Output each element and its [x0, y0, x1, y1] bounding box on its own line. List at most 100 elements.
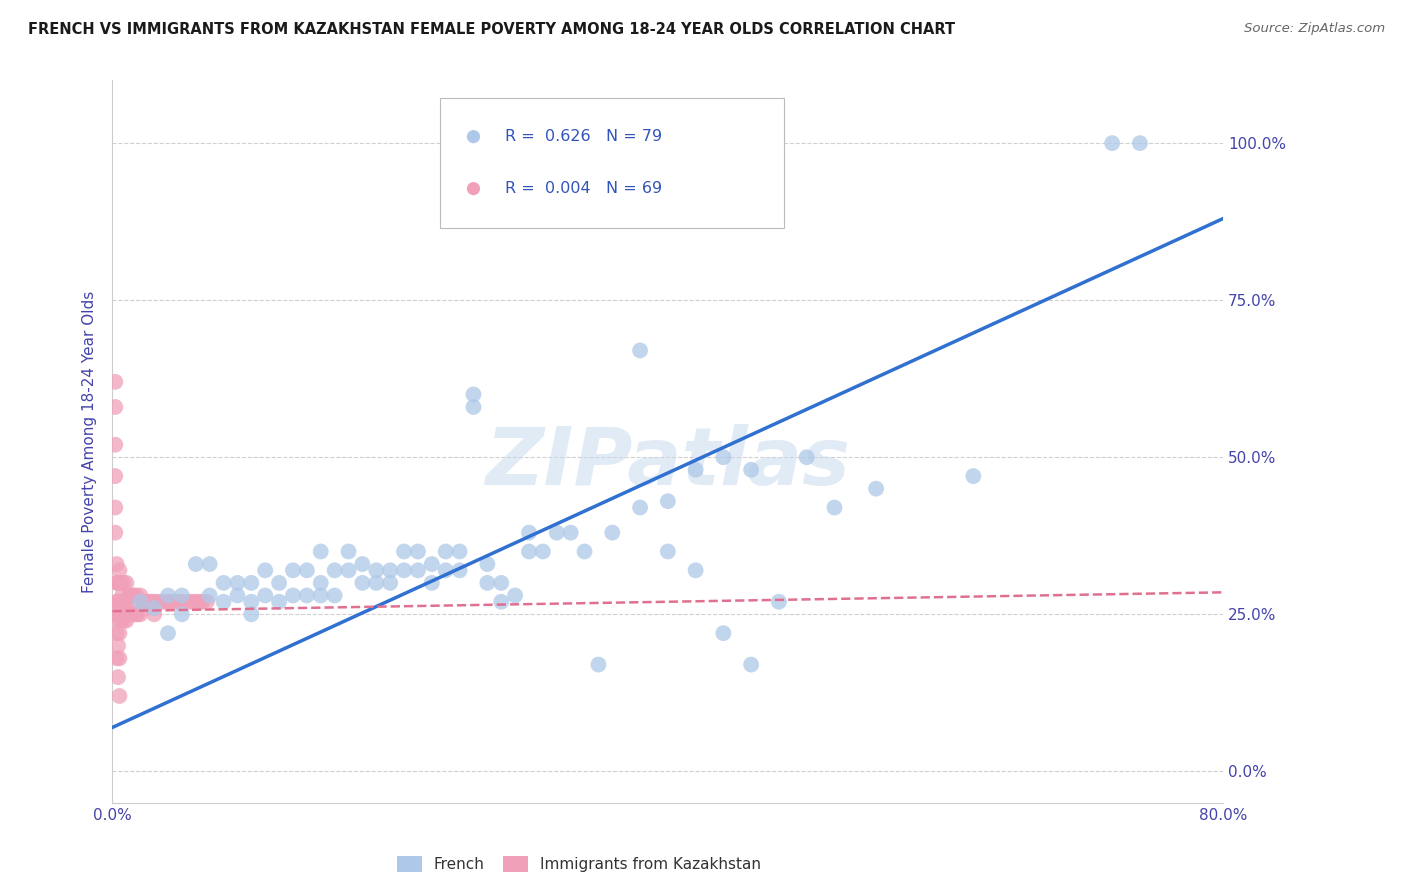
Point	[546, 525, 568, 540]
Point	[796, 450, 818, 465]
Point	[127, 607, 149, 622]
Point	[112, 595, 135, 609]
Point	[115, 575, 138, 590]
Point	[240, 575, 263, 590]
Point	[170, 595, 193, 609]
Point	[768, 595, 790, 609]
Point	[588, 657, 610, 672]
Point	[139, 595, 162, 609]
Legend: French, Immigrants from Kazakhstan: French, Immigrants from Kazakhstan	[391, 850, 766, 879]
Point	[125, 589, 148, 603]
Point	[309, 544, 332, 558]
Point	[713, 450, 735, 465]
Point	[104, 400, 127, 414]
Point	[267, 575, 291, 590]
Text: R =  0.004   N = 69: R = 0.004 N = 69	[505, 181, 662, 196]
Point	[105, 557, 128, 571]
Point	[962, 469, 984, 483]
Point	[122, 607, 145, 622]
Point	[392, 544, 415, 558]
Point	[366, 563, 388, 577]
Point	[531, 544, 554, 558]
Point	[420, 575, 443, 590]
Point	[107, 670, 129, 684]
Point	[824, 500, 846, 515]
Point	[112, 614, 135, 628]
Point	[477, 557, 499, 571]
Point	[155, 595, 177, 609]
Point	[463, 387, 485, 401]
Point	[108, 626, 131, 640]
Point	[477, 575, 499, 590]
Point	[560, 525, 582, 540]
Point	[120, 607, 142, 622]
Point	[1101, 136, 1123, 150]
Point	[309, 575, 332, 590]
Point	[105, 607, 128, 622]
Point	[281, 589, 304, 603]
Point	[118, 589, 141, 603]
Point	[628, 343, 651, 358]
Point	[146, 595, 169, 609]
Point	[628, 500, 651, 515]
Point	[191, 595, 214, 609]
Point	[115, 614, 138, 628]
Text: ZIPatlas: ZIPatlas	[485, 425, 851, 502]
Point	[111, 589, 134, 603]
Point	[212, 575, 235, 590]
Point	[188, 595, 211, 609]
Point	[104, 500, 127, 515]
Point	[105, 626, 128, 640]
Point	[602, 525, 624, 540]
Point	[406, 563, 429, 577]
Point	[517, 525, 540, 540]
Point	[392, 563, 415, 577]
Point	[177, 595, 200, 609]
Point	[107, 614, 129, 628]
Point	[108, 607, 131, 622]
Point	[141, 595, 163, 609]
Point	[159, 595, 181, 609]
Point	[323, 589, 346, 603]
Point	[132, 595, 155, 609]
Point	[685, 463, 707, 477]
Point	[740, 657, 762, 672]
Point	[865, 482, 887, 496]
Point	[281, 563, 304, 577]
Point	[198, 589, 221, 603]
Point	[366, 575, 388, 590]
Point	[740, 463, 762, 477]
Point	[491, 575, 513, 590]
Point	[181, 595, 204, 609]
Point	[309, 589, 332, 603]
Point	[254, 589, 277, 603]
Point	[170, 589, 193, 603]
Point	[184, 595, 207, 609]
Point	[111, 607, 134, 622]
Point	[352, 575, 374, 590]
Point	[110, 614, 132, 628]
Point	[104, 375, 127, 389]
Point	[157, 626, 180, 640]
Point	[212, 595, 235, 609]
Point	[337, 544, 360, 558]
Point	[240, 595, 263, 609]
Point	[118, 607, 141, 622]
Point	[685, 563, 707, 577]
Point	[134, 595, 156, 609]
Point	[108, 563, 131, 577]
Point	[184, 557, 207, 571]
Point	[254, 563, 277, 577]
Point	[108, 651, 131, 665]
Point	[107, 639, 129, 653]
Point	[657, 494, 679, 508]
Point	[120, 589, 142, 603]
Point	[657, 544, 679, 558]
Point	[449, 563, 471, 577]
Point	[267, 595, 291, 609]
Point	[129, 595, 152, 609]
Point	[380, 563, 402, 577]
Point	[143, 601, 166, 615]
Point	[157, 589, 180, 603]
Text: Source: ZipAtlas.com: Source: ZipAtlas.com	[1244, 22, 1385, 36]
